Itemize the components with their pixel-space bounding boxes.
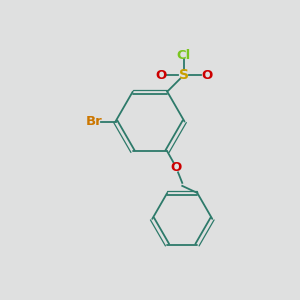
Text: Cl: Cl (177, 49, 191, 62)
Text: Br: Br (85, 115, 102, 128)
Text: S: S (179, 68, 189, 82)
Text: O: O (171, 161, 182, 174)
Text: O: O (155, 69, 166, 82)
Text: O: O (201, 69, 212, 82)
